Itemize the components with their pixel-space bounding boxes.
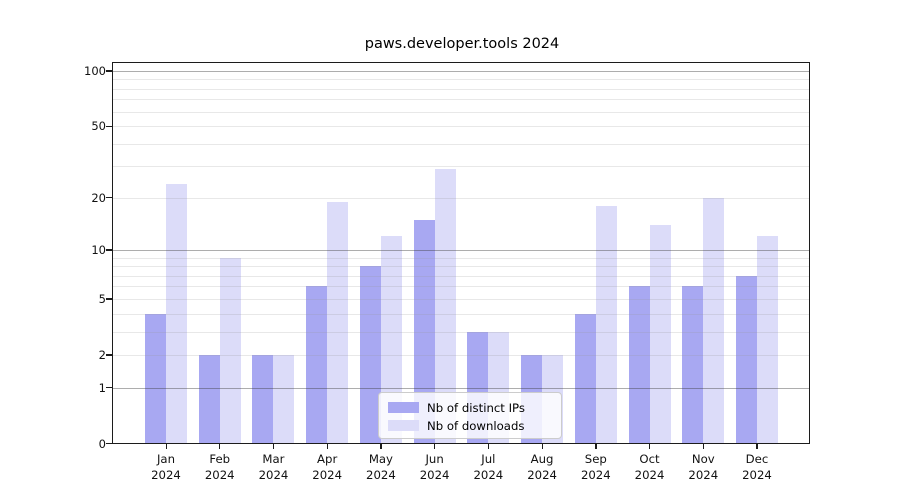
chart-title: paws.developer.tools 2024: [364, 36, 560, 52]
x-tick-label: Jul 2024: [473, 452, 504, 482]
x-tick: [219, 443, 221, 449]
gridline-minor: [113, 166, 810, 168]
x-tick-label: Dec 2024: [742, 452, 772, 482]
y-tick-label: 20: [91, 190, 106, 205]
x-tick: [326, 443, 328, 449]
bar-downloads-dec: [756, 236, 778, 444]
gridline-minor: [113, 143, 810, 145]
y-tick: [106, 387, 112, 389]
gridline-minor: [113, 286, 810, 288]
y-tick-label: 50: [91, 119, 106, 134]
gridline-minor: [113, 331, 810, 333]
gridline-minor: [113, 354, 810, 356]
x-tick-label: Oct 2024: [634, 452, 665, 482]
x-tick-label: Nov 2024: [688, 452, 719, 482]
bar-downloads-feb: [219, 257, 241, 444]
bar-distinct-ips-apr: [306, 286, 328, 444]
x-tick: [541, 443, 543, 449]
gridline-minor: [113, 88, 810, 90]
x-tick: [649, 443, 651, 449]
gridline-minor: [113, 275, 810, 277]
y-tick: [106, 70, 112, 72]
x-tick-label: Feb 2024: [204, 452, 235, 482]
gridline-major: [113, 70, 810, 72]
x-tick: [434, 443, 436, 449]
y-tick-label: 0: [98, 436, 106, 451]
y-tick: [106, 197, 112, 199]
bar-distinct-ips-jun: [413, 219, 435, 444]
x-tick-label: Jan 2024: [151, 452, 181, 482]
x-tick: [380, 443, 382, 449]
bar-distinct-ips-oct: [628, 286, 650, 444]
bar-downloads-mar: [273, 354, 295, 444]
y-tick: [106, 354, 112, 356]
bar-distinct-ips-may: [359, 266, 381, 444]
bar-distinct-ips-jan: [145, 313, 166, 444]
x-tick-label: Mar 2024: [258, 452, 289, 482]
bar-downloads-sep: [595, 205, 617, 444]
legend-item-distinct-ips: Nb of distinct IPs: [388, 399, 561, 416]
y-tick-label: 5: [98, 291, 106, 306]
legend: Nb of distinct IPs Nb of downloads: [378, 392, 562, 439]
y-tick: [106, 298, 112, 300]
bar-distinct-ips-sep: [574, 313, 596, 444]
x-tick: [165, 443, 167, 449]
y-tick-label: 1: [98, 380, 106, 395]
bar-downloads-may: [380, 236, 402, 444]
x-tick: [487, 443, 490, 449]
bar-distinct-ips-nov: [682, 286, 704, 444]
y-tick-label: 100: [84, 63, 106, 78]
bar-distinct-ips-dec: [735, 275, 757, 444]
legend-swatch-distinct-ips: [388, 401, 419, 414]
y-tick: [106, 249, 112, 251]
x-tick: [756, 443, 758, 449]
y-tick-label: 10: [91, 242, 106, 257]
x-tick: [595, 443, 597, 449]
gridline-minor: [113, 99, 810, 101]
x-tick-label: Apr 2024: [312, 452, 343, 482]
y-tick: [106, 125, 112, 127]
gridline-minor: [113, 197, 810, 199]
gridline-major: [113, 387, 810, 389]
plot-frame: [112, 62, 810, 444]
x-tick-label: Jun 2024: [419, 452, 450, 482]
bar-downloads-jan: [166, 183, 187, 444]
legend-label-distinct-ips: Nb of distinct IPs: [427, 400, 525, 415]
gridline-minor: [113, 313, 810, 315]
x-tick-label: May 2024: [366, 452, 396, 482]
gridline-minor: [113, 266, 810, 268]
legend-item-downloads: Nb of downloads: [388, 417, 561, 434]
gridline-minor: [113, 111, 810, 113]
gridline-minor: [113, 257, 810, 259]
gridline-minor: [113, 79, 810, 81]
x-tick-label: Aug 2024: [527, 452, 557, 482]
bar-distinct-ips-feb: [198, 354, 220, 444]
y-tick: [106, 443, 112, 445]
bar-distinct-ips-mar: [252, 354, 274, 444]
y-tick-label: 2: [98, 347, 106, 362]
bar-downloads-jun: [434, 168, 456, 444]
x-tick-label: Sep 2024: [580, 452, 611, 482]
legend-label-downloads: Nb of downloads: [427, 418, 525, 433]
gridline-minor: [113, 298, 810, 300]
gridline-major: [113, 249, 810, 251]
x-tick: [702, 443, 704, 449]
bar-downloads-apr: [327, 201, 349, 444]
gridline-minor: [113, 126, 810, 128]
legend-swatch-downloads: [388, 419, 419, 432]
x-tick: [272, 443, 275, 449]
bar-downloads-nov: [703, 197, 725, 444]
bar-downloads-oct: [649, 224, 671, 444]
